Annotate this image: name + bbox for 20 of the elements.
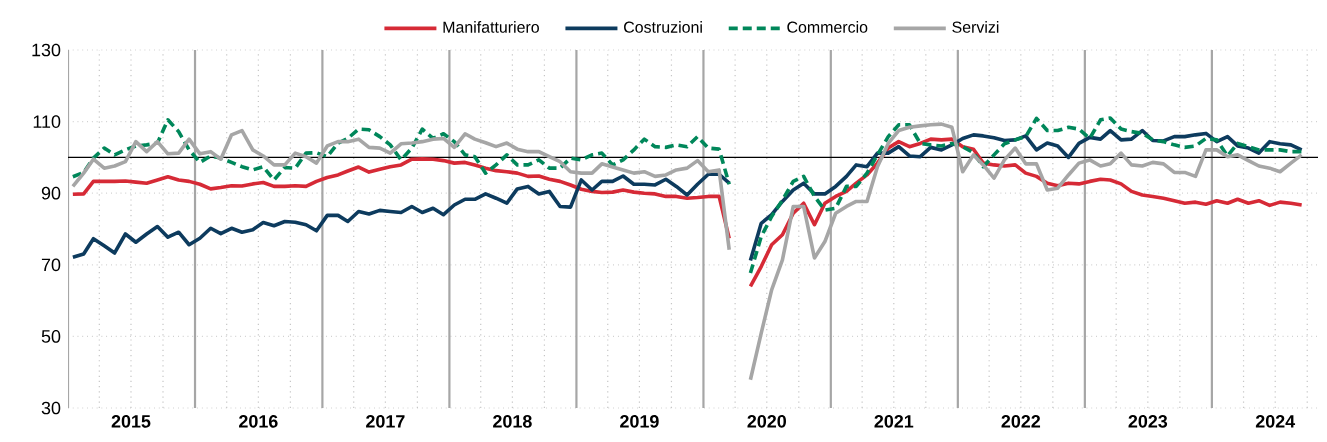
x-tick-label: 2018 <box>493 415 532 428</box>
y-tick-label: 70 <box>41 258 61 272</box>
x-tick-label: 2017 <box>366 415 405 428</box>
x-tick-label: 2019 <box>620 415 659 428</box>
x-tick-label: 2016 <box>239 415 278 428</box>
legend-label: Servizi <box>952 21 999 33</box>
legend-label: Manifatturiero <box>443 21 539 33</box>
x-tick-label: 2022 <box>1001 415 1041 428</box>
x-tick-label: 2021 <box>874 415 914 428</box>
x-tick-label: 2023 <box>1128 415 1168 428</box>
y-tick-label: 30 <box>41 401 61 415</box>
x-tick-label: 2015 <box>111 415 151 428</box>
legend-label: Costruzioni <box>624 21 702 33</box>
y-tick-label: 50 <box>41 330 61 343</box>
x-tick-label: 2020 <box>747 415 786 428</box>
y-tick-label: 90 <box>41 186 61 200</box>
y-tick-label: 110 <box>33 115 61 128</box>
legend-label: Commercio <box>787 21 868 33</box>
y-tick-label: 130 <box>32 43 61 57</box>
x-tick-label: 2024 <box>1255 415 1296 428</box>
